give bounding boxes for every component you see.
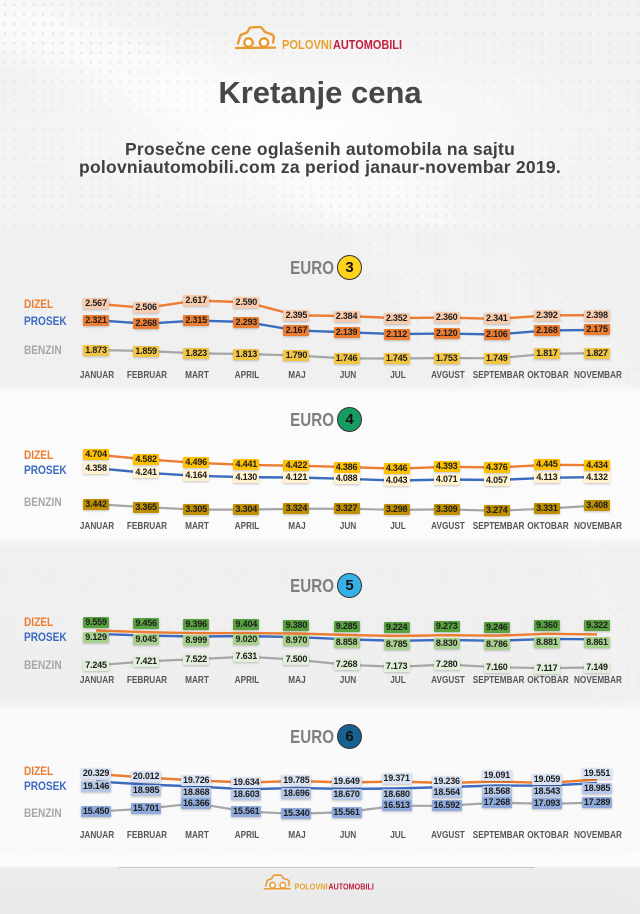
- svg-text:POLOVNI: POLOVNI: [282, 37, 332, 52]
- svg-text:AUTOMOBILI: AUTOMOBILI: [333, 37, 402, 52]
- svg-text:POLOVNI: POLOVNI: [295, 881, 328, 891]
- svg-text:AUTOMOBILI: AUTOMOBILI: [329, 881, 375, 891]
